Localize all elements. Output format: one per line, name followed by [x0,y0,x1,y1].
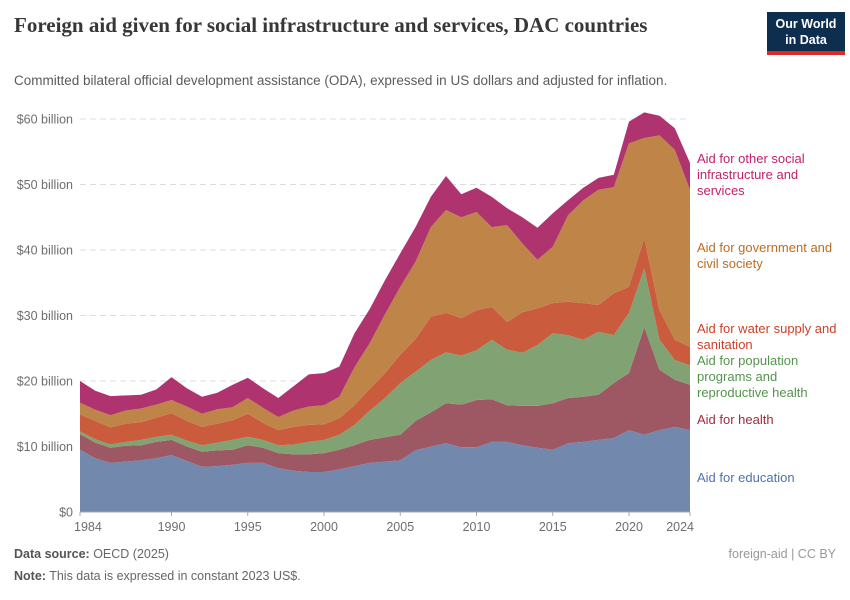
area-series-1[interactable] [80,327,690,472]
x-axis-label: 1990 [158,520,186,534]
legend-item-2[interactable]: Aid for population programs and reproduc… [697,353,808,400]
legend-item-0[interactable]: Aid for education [697,470,795,485]
note-value: This data is expressed in constant 2023 … [45,569,301,583]
x-axis-label: 2000 [310,520,338,534]
y-axis-label: $60 billion [17,113,73,127]
x-axis-label: 2015 [539,520,567,534]
y-axis-label: $0 [59,506,73,520]
data-source-value: OECD (2025) [89,547,169,561]
license-badge[interactable]: foreign-aid | CC BY [728,547,836,561]
owid-logo[interactable]: Our World in Data [767,12,845,55]
y-axis-label: $40 billion [17,244,73,258]
y-axis-label: $50 billion [17,178,73,192]
owid-logo-line2: in Data [785,33,827,47]
y-axis-label: $20 billion [17,375,73,389]
owid-logo-line1: Our World [775,17,837,31]
chart-subtitle: Committed bilateral official development… [14,73,668,88]
x-axis-label: 2020 [615,520,643,534]
x-axis-label: 2010 [463,520,491,534]
legend-item-3[interactable]: Aid for water supply and sanitation [697,321,837,352]
legend-item-1[interactable]: Aid for health [697,412,774,427]
x-axis-label: 1995 [234,520,262,534]
area-series-5[interactable] [80,112,690,418]
x-axis-label: 1984 [74,520,102,534]
area-series-2[interactable] [80,268,690,455]
x-axis-label: 2005 [386,520,414,534]
area-series-4[interactable] [80,135,690,431]
note-line: Note: This data is expressed in constant… [14,569,301,583]
x-axis-label: 2024 [666,520,694,534]
data-source-line: Data source: OECD (2025) [14,547,169,561]
note-label: Note: [14,569,46,583]
legend-item-5[interactable]: Aid for other social infrastructure and … [697,151,805,198]
legend-item-4[interactable]: Aid for government and civil society [697,240,833,271]
page-title: Foreign aid given for social infrastruct… [14,13,648,37]
y-axis-label: $10 billion [17,440,73,454]
area-series-3[interactable] [80,238,690,446]
data-source-label: Data source: [14,547,90,561]
area-series-0[interactable] [80,426,690,512]
y-axis-label: $30 billion [17,309,73,323]
